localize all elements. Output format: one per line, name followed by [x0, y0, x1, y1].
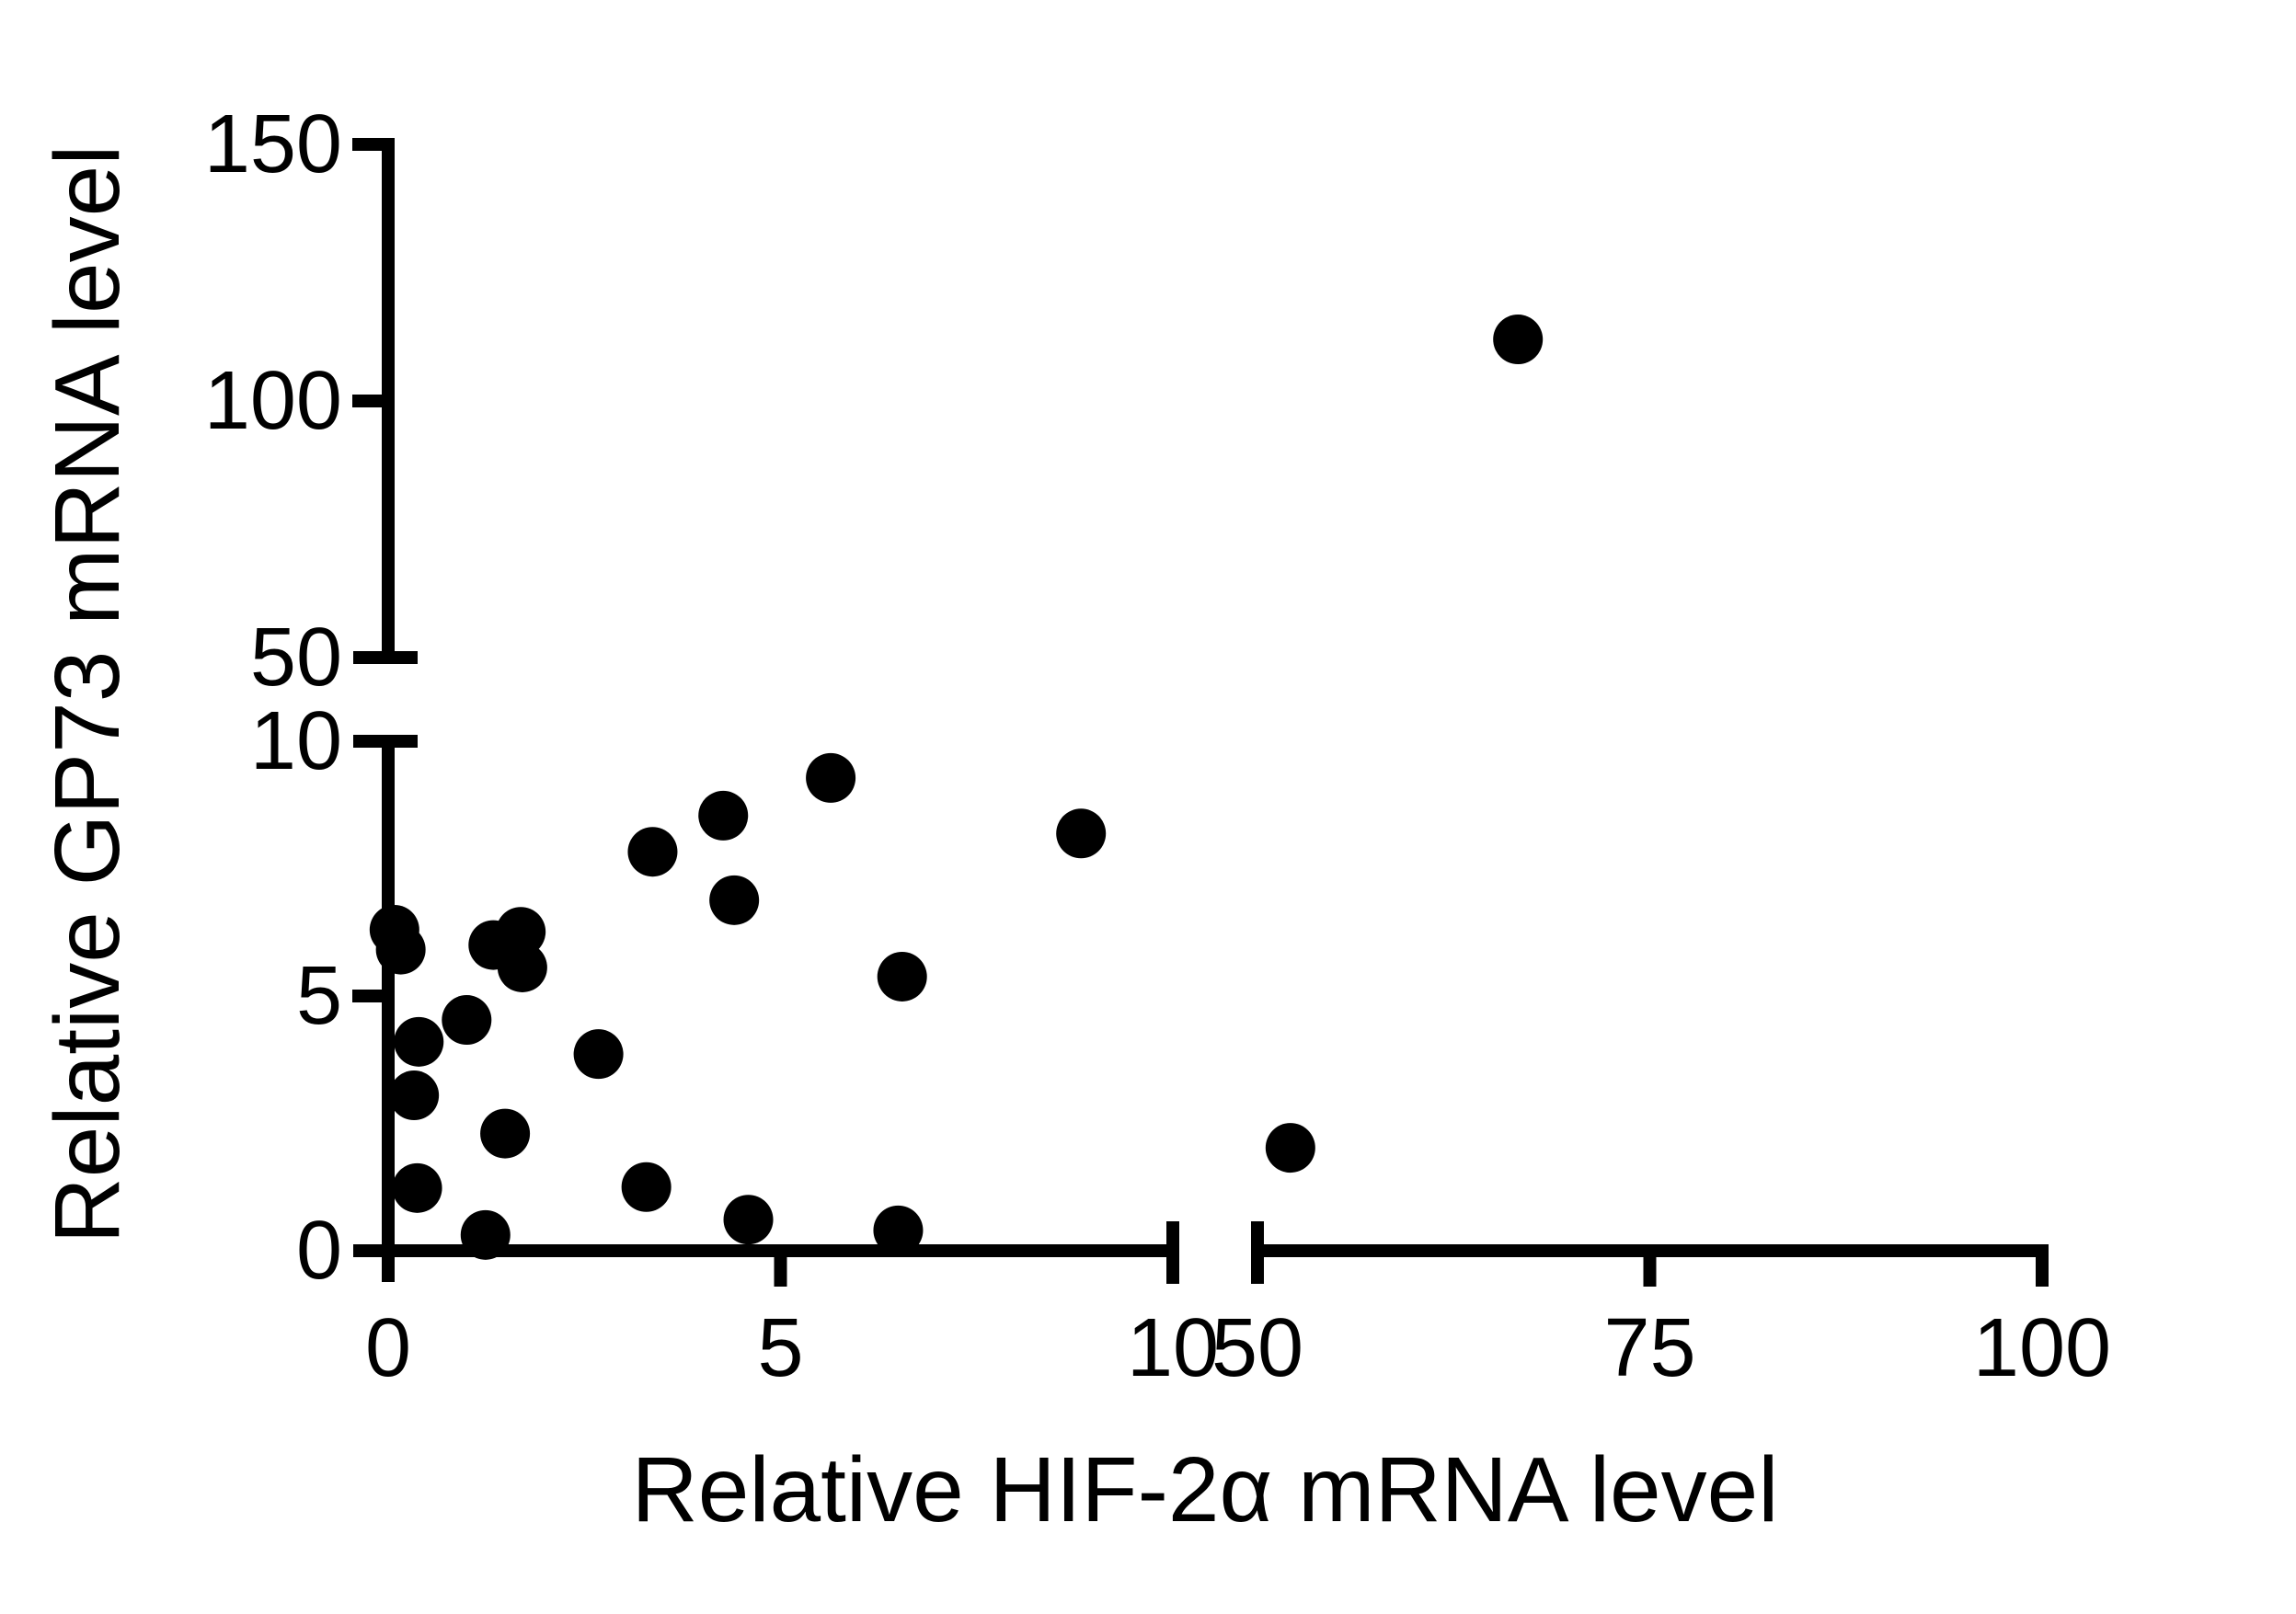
data-point [723, 1195, 774, 1245]
y-tick-label: 100 [204, 355, 342, 447]
data-point [497, 942, 547, 992]
x-tick-label: 5 [757, 1302, 803, 1394]
data-point [698, 790, 749, 841]
data-point [806, 752, 856, 803]
x-axis-line-right [1251, 1244, 2049, 1257]
x-tick-label: 75 [1603, 1302, 1695, 1394]
y-tick-label: 150 [204, 98, 342, 190]
data-point [389, 1070, 440, 1121]
data-point [442, 995, 492, 1046]
data-point [877, 951, 927, 1002]
y-tick-label: 10 [250, 695, 342, 787]
data-point [1265, 1123, 1315, 1173]
x-tick-label: 100 [1973, 1302, 2111, 1394]
x-axis-break-bar [1166, 1221, 1179, 1284]
y-axis-tick [352, 138, 382, 151]
data-point [709, 875, 760, 925]
y-axis-break-bar [353, 735, 418, 748]
y-tick-label: 5 [296, 950, 342, 1042]
data-point [621, 1162, 672, 1212]
data-point [873, 1205, 924, 1255]
y-axis-line-bottom [382, 735, 395, 1282]
data-point [573, 1029, 624, 1080]
data-point [1493, 315, 1544, 365]
x-axis-break-bar [1251, 1221, 1264, 1284]
x-axis-line-left [353, 1244, 1179, 1257]
y-tick-label: 0 [296, 1205, 342, 1297]
y-axis-title: Relative GP73 mRNA level [36, 144, 139, 1244]
y-axis-line-top [382, 138, 395, 664]
x-axis-tick [774, 1257, 787, 1287]
x-axis-title: Relative HIF-2α mRNA level [631, 1438, 1779, 1541]
data-point [392, 1162, 442, 1213]
data-point [394, 1016, 444, 1067]
x-tick-label: 0 [365, 1302, 411, 1394]
data-point [480, 1108, 531, 1159]
x-tick-label: 10 [1127, 1302, 1219, 1394]
data-point [1056, 808, 1107, 859]
data-point [375, 924, 426, 975]
data-point [627, 827, 678, 877]
y-tick-label: 50 [250, 612, 342, 704]
y-axis-tick [352, 990, 382, 1002]
data-point [460, 1209, 511, 1260]
data-point [496, 907, 546, 957]
x-tick-label: 50 [1211, 1302, 1303, 1394]
y-axis-break-bar [353, 651, 418, 664]
x-axis-tick [1643, 1257, 1657, 1287]
x-axis-tick [2036, 1257, 2049, 1287]
y-axis-tick [352, 395, 382, 407]
